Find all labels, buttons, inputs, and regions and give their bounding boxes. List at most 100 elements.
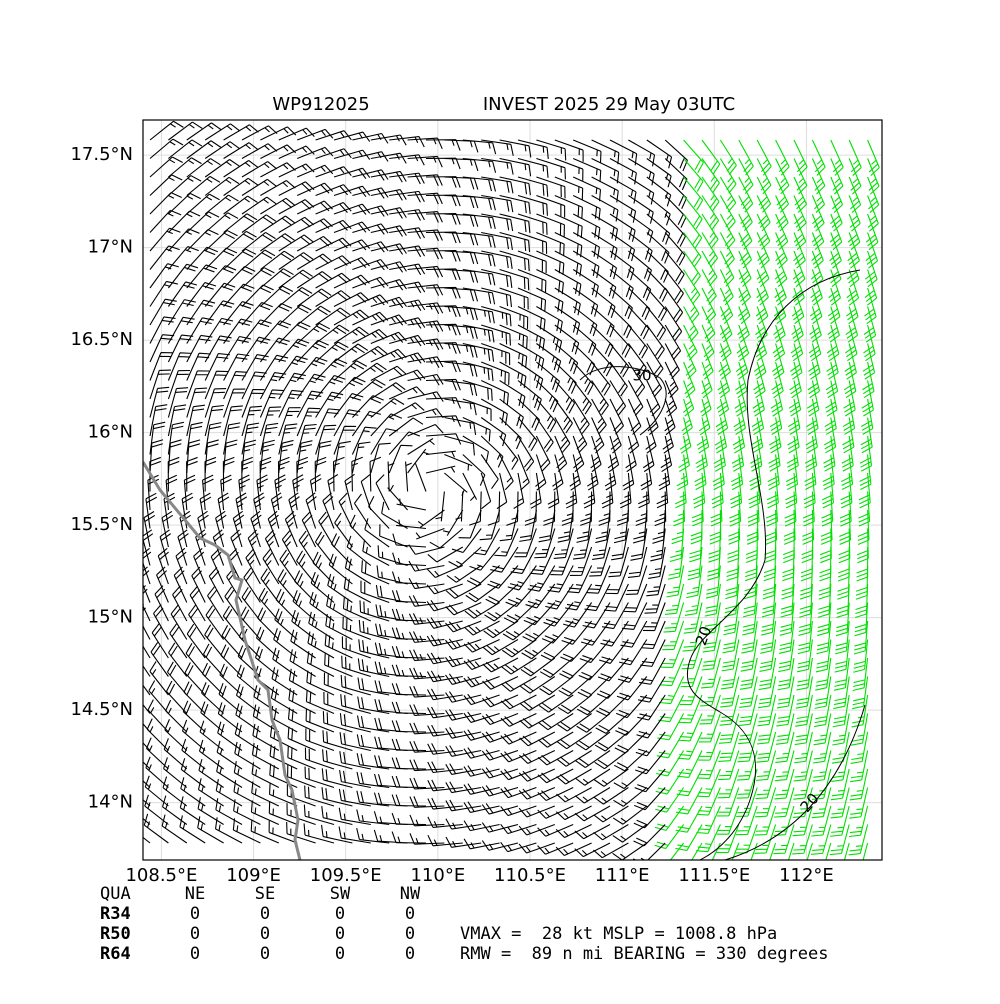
wind-barb: [344, 473, 355, 511]
wind-barb: [357, 677, 390, 696]
wind-barb: [364, 518, 390, 548]
wind-barb: [786, 435, 799, 472]
wind-barb: [657, 713, 685, 741]
wind-barb: [677, 750, 703, 778]
wind-barb: [480, 435, 504, 468]
wind-barb: [167, 334, 194, 363]
wind-barb: [517, 454, 530, 491]
wind-barb: [177, 529, 189, 566]
wind-barb: [517, 213, 548, 235]
wind-barb: [391, 738, 427, 752]
wind-barb: [839, 509, 852, 545]
wind-barb: [538, 694, 574, 713]
wind-barb: [204, 404, 224, 437]
wind-barb: [557, 713, 592, 732]
wind-barb: [555, 805, 592, 821]
wind-barb: [606, 565, 629, 595]
wind-barb: [391, 608, 427, 622]
wind-barb: [256, 474, 269, 511]
contour-20: [686, 269, 861, 860]
wind-barb: [232, 510, 245, 548]
wind-barb: [303, 804, 335, 826]
wind-barb: [446, 565, 482, 583]
wind-barb: [315, 424, 337, 455]
wind-barb: [848, 195, 861, 232]
wind-barb: [480, 361, 510, 385]
wind-barb: [760, 602, 777, 636]
wind-barb: [796, 639, 813, 673]
wind-barb: [374, 642, 408, 659]
wind-barb: [375, 604, 408, 622]
wind-barb: [342, 616, 372, 641]
wind-barb: [462, 139, 497, 155]
wind-barb: [143, 664, 151, 677]
wind-barb: [755, 768, 777, 800]
wind-barb: [481, 250, 513, 269]
wind-barb: [839, 491, 852, 527]
wind-barb: [210, 548, 225, 585]
wind-barb: [830, 139, 844, 176]
wind-barb: [391, 794, 427, 807]
wind-barb: [370, 331, 407, 345]
wind-barb: [569, 454, 581, 491]
wind-barb: [143, 813, 169, 844]
wind-barb: [204, 141, 240, 159]
wind-barb: [481, 213, 514, 232]
wind-barb: [391, 701, 427, 715]
wind-barb: [326, 594, 353, 622]
wind-barb: [236, 664, 261, 696]
wind-barb: [499, 213, 531, 234]
wind-barb: [199, 492, 212, 529]
wind-barb: [301, 511, 317, 548]
grid: [143, 120, 882, 860]
wind-barb: [517, 380, 542, 411]
wind-barb: [817, 583, 832, 618]
wind-barb: [632, 842, 666, 860]
wind-barb: [825, 361, 839, 399]
wind-barb: [785, 472, 798, 509]
wind-barb: [697, 768, 721, 798]
wind-barb: [853, 639, 869, 673]
wind-barb: [168, 139, 203, 159]
wind-barb: [391, 664, 427, 678]
wind-barb: [189, 585, 206, 622]
wind-barb: [598, 639, 629, 664]
wind-barb: [247, 529, 261, 566]
wind-barb: [462, 361, 494, 382]
wind-barb: [700, 657, 721, 689]
wind-barb: [758, 676, 777, 709]
wind-barb: [730, 472, 743, 509]
wind-barb: [861, 380, 874, 417]
wind-barb: [739, 676, 758, 708]
wind-barb: [616, 491, 629, 526]
wind-barb: [287, 765, 316, 789]
wind-barb: [760, 620, 777, 654]
wind-barb: [278, 145, 315, 160]
wind-barb: [793, 232, 806, 269]
wind-barb: [278, 423, 298, 455]
wind-barb: [208, 567, 225, 603]
wind-barb: [799, 583, 813, 618]
wind-barb: [500, 841, 537, 853]
wind-barb: [572, 157, 602, 183]
wind-barb: [291, 609, 316, 640]
wind-barb: [445, 745, 482, 757]
wind-barb: [241, 196, 277, 215]
wind-barb: [389, 352, 426, 364]
y-tick-label: 14°N: [88, 792, 133, 813]
wind-barb: [769, 417, 782, 454]
wind-barb: [462, 435, 489, 464]
wind-barb: [250, 800, 280, 826]
wind-barb: [268, 782, 298, 807]
wind-barb: [409, 685, 445, 698]
wind-barb: [519, 750, 556, 764]
wind-barb: [646, 176, 672, 207]
wind-barb: [518, 768, 556, 782]
wind-barb: [812, 731, 832, 764]
wind-barb: [642, 602, 666, 632]
wind-barb: [298, 530, 317, 566]
wind-barb: [593, 805, 629, 823]
wind-barb: [357, 658, 390, 678]
wind-barb: [425, 465, 456, 474]
wind-barb: [678, 694, 703, 724]
